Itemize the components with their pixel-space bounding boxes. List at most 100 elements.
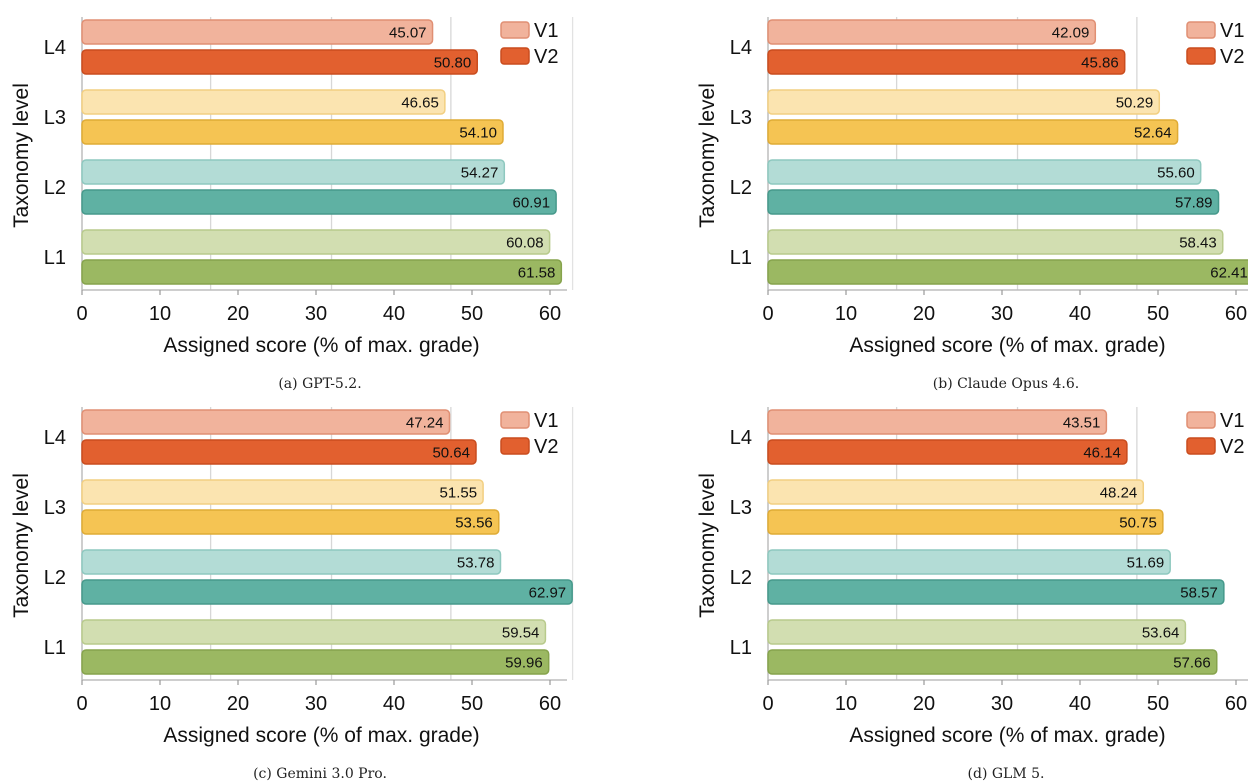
legend-swatch-v2 — [500, 47, 530, 65]
bar-value-label: 50.75 — [1119, 515, 1157, 532]
x-tick-label: 60 — [1225, 303, 1247, 325]
legend-swatch-v1 — [500, 411, 530, 429]
bar-l1-v2 — [81, 259, 563, 285]
bar-value-label: 62.97 — [529, 585, 567, 602]
bar-value-label: 62.41 — [1210, 265, 1248, 282]
x-tick-label: 10 — [835, 303, 857, 325]
bar-l3-v2 — [767, 119, 1179, 145]
x-tick-label: 20 — [913, 693, 935, 715]
y-tick-label: L4 — [730, 37, 752, 59]
bar-value-label: 60.08 — [506, 235, 544, 252]
x-tick-label: 50 — [461, 693, 483, 715]
bar-l1-v1 — [767, 619, 1187, 645]
chart-panel-4: 0 10 20 30 40 50 60 53.64 57.66 L1 51.69 58.57 L2 48.… — [696, 407, 1248, 782]
bar-l3-v1 — [81, 479, 484, 505]
x-tick-label: 30 — [305, 693, 327, 715]
bar-l2-v2 — [81, 579, 573, 605]
x-tick-label: 50 — [1147, 693, 1169, 715]
chart-panel-2: 0 10 20 30 40 50 60 58.43 62.41 L1 55.60 57.89 L2 50.… — [696, 17, 1248, 392]
x-tick-label: 10 — [835, 693, 857, 715]
x-tick-label: 60 — [1225, 693, 1247, 715]
bar-value-label: 46.14 — [1083, 445, 1121, 462]
bar-value-label: 43.51 — [1063, 415, 1101, 432]
y-axis-title: Taxonomy level — [10, 473, 33, 618]
x-axis-title: Assigned score (% of max. grade) — [163, 334, 479, 357]
x-axis-title: Assigned score (% of max. grade) — [849, 724, 1165, 747]
bar-l4-v1 — [767, 19, 1097, 45]
y-tick-label: L3 — [730, 107, 752, 129]
x-tick-label: 60 — [539, 693, 561, 715]
bar-l4-v2 — [767, 439, 1128, 465]
y-tick-label: L1 — [44, 637, 66, 659]
y-axis-title: Taxonomy level — [10, 83, 33, 228]
x-tick-label: 30 — [991, 303, 1013, 325]
y-tick-label: L1 — [44, 247, 66, 269]
bar-l4-v1 — [81, 19, 434, 45]
bar-value-label: 59.54 — [502, 625, 540, 642]
x-tick-label: 10 — [149, 693, 171, 715]
panel-caption: (b) Claude Opus 4.6. — [933, 376, 1079, 392]
bar-value-label: 54.27 — [461, 165, 499, 182]
x-tick-label: 60 — [539, 303, 561, 325]
legend-label-v1: V1 — [1220, 410, 1244, 432]
x-tick-label: 40 — [383, 693, 405, 715]
bar-value-label: 53.64 — [1142, 625, 1180, 642]
bar-l3-v2 — [81, 119, 504, 145]
y-tick-label: L3 — [730, 497, 752, 519]
x-tick-label: 0 — [762, 303, 773, 325]
bar-l4-v1 — [767, 409, 1108, 435]
x-tick-label: 40 — [1069, 693, 1091, 715]
x-tick-label: 0 — [76, 303, 87, 325]
bar-value-label: 50.64 — [432, 445, 470, 462]
bar-l4-v1 — [81, 409, 451, 435]
bar-value-label: 50.80 — [434, 55, 472, 72]
bar-l4-v2 — [767, 49, 1126, 75]
legend-label-v2: V2 — [534, 436, 558, 458]
bar-value-label: 50.29 — [1116, 95, 1154, 112]
bar-l2-v1 — [767, 549, 1171, 575]
bar-value-label: 53.78 — [457, 555, 495, 572]
y-tick-label: L3 — [44, 497, 66, 519]
legend-swatch-v1 — [1186, 21, 1216, 39]
bar-l1-v2 — [767, 259, 1248, 285]
bar-value-label: 52.64 — [1134, 125, 1172, 142]
bar-value-label: 57.66 — [1173, 655, 1211, 672]
y-tick-label: L3 — [44, 107, 66, 129]
legend-swatch-v2 — [500, 437, 530, 455]
bar-value-label: 61.58 — [518, 265, 556, 282]
bar-value-label: 46.65 — [401, 95, 439, 112]
y-axis-title: Taxonomy level — [696, 473, 719, 618]
x-tick-label: 30 — [991, 693, 1013, 715]
x-tick-label: 50 — [1147, 303, 1169, 325]
bar-value-label: 58.57 — [1180, 585, 1218, 602]
bar-l2-v1 — [767, 159, 1202, 185]
legend-label-v2: V2 — [534, 46, 558, 68]
x-tick-label: 0 — [762, 693, 773, 715]
bar-value-label: 51.69 — [1127, 555, 1165, 572]
legend-label-v2: V2 — [1220, 436, 1244, 458]
x-tick-label: 40 — [383, 303, 405, 325]
x-tick-label: 0 — [76, 693, 87, 715]
bar-value-label: 59.96 — [505, 655, 543, 672]
bar-value-label: 54.10 — [459, 125, 497, 142]
panel-caption: (a) GPT-5.2. — [278, 376, 361, 392]
y-tick-label: L1 — [730, 637, 752, 659]
bar-l3-v2 — [767, 509, 1164, 535]
legend-swatch-v2 — [1186, 47, 1216, 65]
bar-l1-v1 — [767, 229, 1224, 255]
bar-l2-v1 — [81, 159, 506, 185]
bar-l3-v1 — [767, 89, 1161, 115]
bar-value-label: 57.89 — [1175, 195, 1213, 212]
bar-value-label: 42.09 — [1052, 25, 1090, 42]
bar-l1-v2 — [767, 649, 1218, 675]
bar-l1-v2 — [81, 649, 550, 675]
y-tick-label: L2 — [44, 567, 66, 589]
bar-l1-v1 — [81, 229, 551, 255]
legend-label-v2: V2 — [1220, 46, 1244, 68]
chart-panel-1: 0 10 20 30 40 50 60 60.08 61.58 L1 54.27 60.91 L2 46.… — [10, 17, 574, 392]
x-tick-label: 10 — [149, 303, 171, 325]
x-tick-label: 20 — [227, 693, 249, 715]
bar-l3-v1 — [81, 89, 446, 115]
bar-value-label: 53.56 — [455, 515, 493, 532]
